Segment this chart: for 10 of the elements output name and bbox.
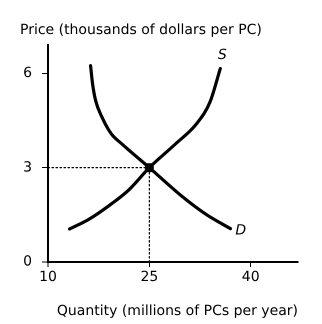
x-tick-label: 25 xyxy=(140,269,158,286)
x-tick-label: 40 xyxy=(242,269,260,286)
y-axis-title: Price (thousands of dollars per PC) xyxy=(20,22,262,38)
series-label: S xyxy=(218,47,227,64)
y-tick-label: 6 xyxy=(23,64,32,81)
y-tick-label: 0 xyxy=(23,254,32,270)
series-label: D xyxy=(235,222,246,238)
x-tick-label: 10 xyxy=(39,269,57,286)
y-tick-label: 3 xyxy=(23,159,32,176)
x-axis-title: Quantity (millions of PCs per year) xyxy=(56,303,298,320)
